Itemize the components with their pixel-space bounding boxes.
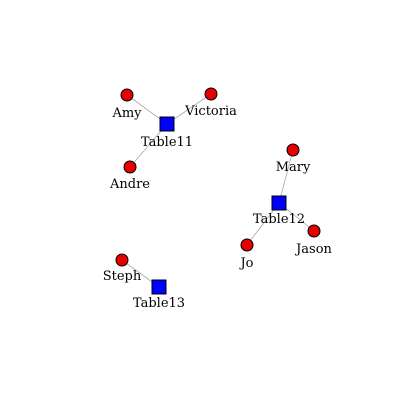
node-label-victoria: Victoria [184, 104, 237, 119]
node-label-table11: Table11 [141, 135, 193, 150]
table-node-table12 [271, 195, 287, 211]
node-label-table13: Table13 [133, 296, 185, 311]
node-label-andre: Andre [109, 177, 150, 192]
node-label-mary: Mary [276, 160, 311, 175]
nodes-layer [115, 87, 321, 295]
table-node-table13 [151, 279, 167, 295]
node-label-jo: Jo [238, 256, 253, 271]
person-node-amy [120, 88, 134, 102]
node-label-table12: Table12 [253, 212, 305, 227]
person-node-jason [307, 224, 321, 238]
person-node-jo [240, 238, 254, 252]
person-node-victoria [204, 87, 218, 101]
node-label-jason: Jason [294, 242, 332, 257]
person-node-steph [115, 253, 129, 267]
person-node-andre [123, 160, 137, 174]
labels-layer: Amy Victoria Andre Table11 Mary Table12 Jo Jaso… [103, 104, 333, 311]
node-label-amy: Amy [111, 106, 142, 121]
node-label-steph: Steph [103, 269, 142, 284]
edges-layer [121, 93, 315, 288]
person-node-mary [286, 143, 300, 157]
edge-mary-table12 [278, 149, 294, 204]
table-node-table11 [159, 116, 175, 132]
